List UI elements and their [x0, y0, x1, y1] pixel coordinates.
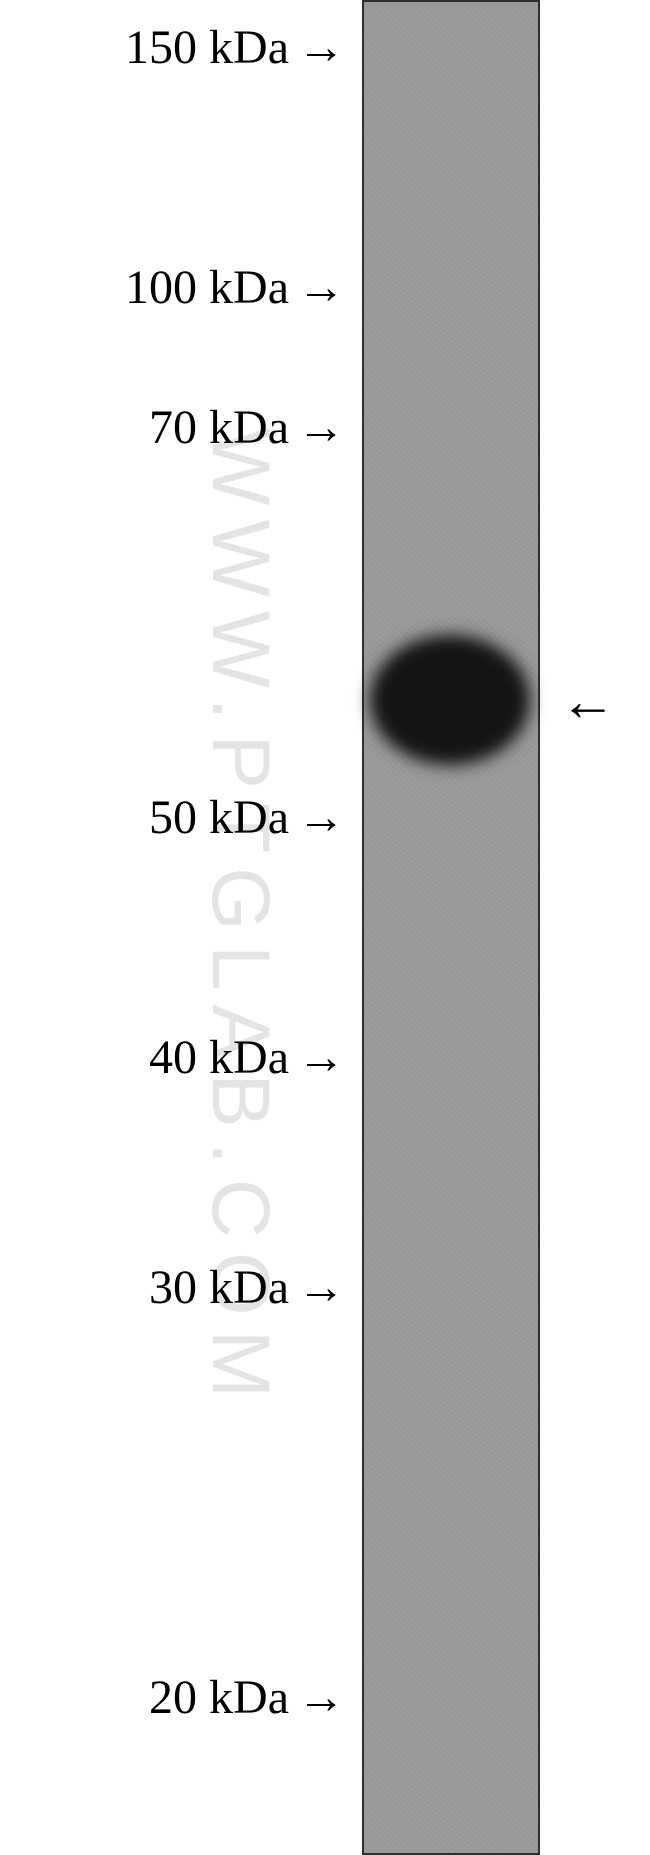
arrow-right-icon: → [297, 260, 345, 315]
marker-value: 100 kDa [125, 261, 289, 314]
marker-label: 100 kDa→ [125, 260, 345, 315]
marker-value: 40 kDa [149, 1031, 289, 1084]
arrow-right-icon: → [297, 20, 345, 75]
arrow-right-icon: → [297, 1260, 345, 1315]
marker-label: 150 kDa→ [125, 20, 345, 75]
western-blot-figure: WWW.PTGLAB.COM 150 kDa→100 kDa→70 kDa→50… [0, 0, 650, 1855]
arrow-right-icon: → [297, 1670, 345, 1725]
protein-band [370, 635, 530, 765]
marker-label: 30 kDa→ [149, 1260, 345, 1315]
marker-value: 150 kDa [125, 21, 289, 74]
marker-label: 50 kDa→ [149, 790, 345, 845]
arrow-right-icon: → [297, 790, 345, 845]
marker-value: 30 kDa [149, 1261, 289, 1314]
arrow-right-icon: → [297, 400, 345, 455]
marker-value: 70 kDa [149, 401, 289, 454]
blot-lane [362, 0, 540, 1855]
lane-texture [364, 2, 538, 1853]
marker-label: 70 kDa→ [149, 400, 345, 455]
marker-value: 50 kDa [149, 791, 289, 844]
marker-label: 20 kDa→ [149, 1670, 345, 1725]
band-indicator-arrow: ← [560, 670, 616, 734]
marker-value: 20 kDa [149, 1671, 289, 1724]
arrow-right-icon: → [297, 1030, 345, 1085]
marker-label: 40 kDa→ [149, 1030, 345, 1085]
